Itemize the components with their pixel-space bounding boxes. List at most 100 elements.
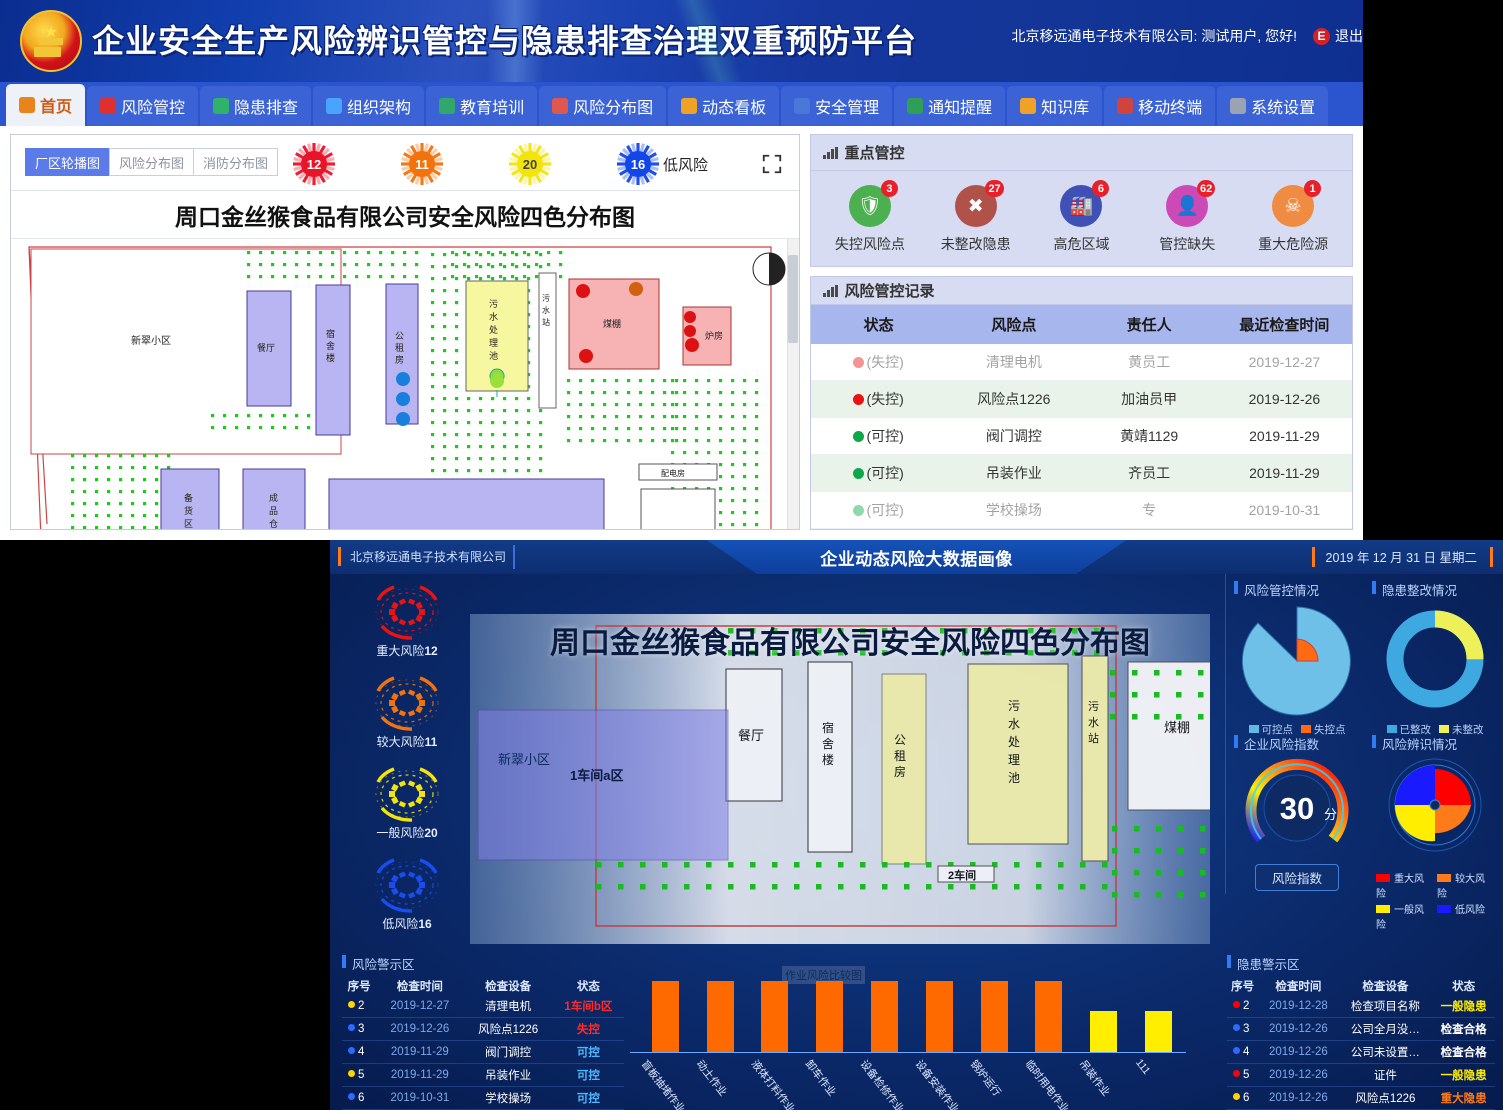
- bar-label-8: 吊装作业: [1076, 1058, 1113, 1099]
- nav-item-7[interactable]: 安全管理: [781, 86, 893, 126]
- fullscreen-icon[interactable]: [761, 153, 783, 175]
- factory-map-canvas[interactable]: 新翠小区 餐厅 宿舍楼 公租房: [11, 238, 799, 529]
- kpi-2[interactable]: 🏭 6 高危区域: [1029, 180, 1135, 254]
- table-row[interactable]: 6 2019-10-31 学校操场 可控: [342, 1086, 624, 1110]
- page-title: 企业安全生产风险辨识管控与隐患排查治理双重预防平台: [92, 23, 918, 59]
- rec-col-3: 最近检查时间: [1216, 305, 1352, 344]
- risk-ring-value: 12: [424, 644, 438, 658]
- table-row[interactable]: 2 2019-12-27 清理电机 1车间b区: [342, 995, 624, 1018]
- risk-ring-value: 20: [424, 826, 438, 840]
- risk-identification-panel-title: 风险辨识情况: [1372, 734, 1498, 753]
- logout-button[interactable]: E 退出: [1313, 26, 1363, 46]
- chart-bar[interactable]: [1035, 981, 1063, 1052]
- kpi-badge: 3: [880, 180, 898, 197]
- row-dot: [348, 1093, 355, 1100]
- table-row[interactable]: 2 2019-12-28 检查项目名称 一般隐患: [1227, 995, 1495, 1018]
- table-row[interactable]: 6 2019-12-26 风险点1226 重大隐患: [1227, 1086, 1495, 1110]
- chart-x-labels: 盲板抽堵作业 动土作业 液体打料作业 卸车作业 设备检修作业 设备安装作业 锅炉运行 临时用电…: [638, 1054, 1186, 1110]
- table-row[interactable]: 3 2019-12-26 公司全月没… 检查合格: [1227, 1017, 1495, 1041]
- chart-bar[interactable]: [1145, 1010, 1173, 1052]
- table-row[interactable]: 5 2019-12-26 证件 一般隐患: [1227, 1063, 1495, 1087]
- map-tab-1[interactable]: 风险分布图: [109, 148, 194, 176]
- nav-item-2[interactable]: 隐患排查: [200, 86, 312, 126]
- kpi-1[interactable]: ✖ 27 未整改隐患: [923, 180, 1029, 254]
- nav-item-3[interactable]: 组织架构: [313, 86, 425, 126]
- cell-time: 2019-12-26: [376, 1017, 464, 1041]
- risk-index-button[interactable]: 风险指数: [1254, 864, 1339, 891]
- nav-item-10[interactable]: 移动终端: [1104, 86, 1216, 126]
- nav-item-5[interactable]: 风险分布图: [539, 86, 667, 126]
- chart-bar[interactable]: [980, 981, 1008, 1052]
- table-row[interactable]: 4 2019-11-29 阀门调控 可控: [342, 1040, 624, 1064]
- chart-bar[interactable]: [925, 981, 953, 1052]
- cell-time: 2019-12-26: [1258, 1063, 1339, 1087]
- chart-bar[interactable]: [871, 981, 899, 1052]
- risk-dial-3[interactable]: 16 低风险: [615, 141, 708, 187]
- nav-item-4[interactable]: 教育培训: [426, 86, 538, 126]
- table-row[interactable]: (失控) 清理电机 黄员工 2019-12-27: [811, 344, 1352, 381]
- dashboard-header: 北京移远通电子技术有限公司 企业动态风险大数据画像 2019 年 12 月 31…: [330, 540, 1503, 574]
- map-tab-2[interactable]: 消防分布图: [193, 148, 279, 176]
- bar-label-1: 动土作业: [693, 1058, 729, 1099]
- nav-item-1[interactable]: 风险管控: [87, 86, 199, 126]
- cell-time: 2019-11-29: [1216, 454, 1352, 492]
- gear-icon: [1230, 98, 1247, 114]
- table-header-row: 序号 检查时间 检查设备 状态: [1227, 976, 1495, 995]
- table-row[interactable]: (失控) 风险点1226 加油员甲 2019-12-26: [811, 380, 1352, 418]
- chart-bar[interactable]: [816, 981, 844, 1052]
- nav-item-0[interactable]: 首页: [6, 84, 86, 126]
- cell-status: 1车间b区: [552, 995, 624, 1018]
- risk-ring-1[interactable]: 较大风险11: [352, 673, 462, 750]
- risk-dials: 12 11 20 16 低风险: [291, 141, 708, 187]
- risk-ring-2[interactable]: 一般风险20: [352, 764, 462, 841]
- user-area: 北京移远通电子技术有限公司: 测试用户, 您好! E 退出: [1012, 26, 1363, 46]
- chart-bar[interactable]: [651, 981, 679, 1052]
- row-dot: [1233, 1024, 1240, 1031]
- table-row[interactable]: (可控) 吊装作业 齐员工 2019-11-29: [811, 454, 1352, 492]
- risk-ring-0[interactable]: 重大风险12: [352, 582, 462, 659]
- nav-item-8[interactable]: 通知提醒: [894, 86, 1006, 126]
- dashboard-right-panels: 风险管控情况 可控点 失控点 隐患整改情况 已整改 未整改 企业风险指数: [1225, 574, 1503, 931]
- kpi-0[interactable]: 🛡 3 失控风险点: [817, 180, 923, 254]
- chart-bar[interactable]: [761, 981, 789, 1052]
- risk-dial-0[interactable]: 12: [291, 141, 337, 187]
- risk-ring-label: 一般风险20: [376, 826, 438, 840]
- risk-dial-1[interactable]: 11: [399, 141, 445, 187]
- risk-ring-3[interactable]: 低风险16: [352, 855, 462, 932]
- risk-index-value: 30: [1280, 791, 1314, 826]
- svg-text:公: 公: [395, 331, 404, 341]
- svg-text:新翠小区: 新翠小区: [498, 752, 550, 767]
- map-scrollbar[interactable]: [787, 239, 799, 529]
- kpi-4[interactable]: ☠ 1 重大危险源: [1240, 180, 1346, 254]
- cell-device: 公司全月没…: [1338, 1017, 1433, 1041]
- table-row[interactable]: 3 2019-12-26 风险点1226 失控: [342, 1017, 624, 1041]
- map-scroll-thumb[interactable]: [788, 255, 798, 343]
- risk-ring-graphic: [368, 673, 446, 735]
- dial-label: 低风险: [663, 156, 709, 174]
- table-row[interactable]: 5 2019-11-29 吊装作业 可控: [342, 1063, 624, 1087]
- kpi-3[interactable]: 👤 62 管控缺失: [1134, 180, 1240, 254]
- risk-records-panel: 风险管控记录 状态 风险点 责任人 最近检查时间 (失控) 清理电机 黄员工 2019-12…: [810, 276, 1353, 530]
- row-dot: [1233, 1047, 1240, 1054]
- table-row[interactable]: 4 2019-12-26 公司未设置… 检查合格: [1227, 1040, 1495, 1064]
- grid-map-icon: [552, 98, 569, 114]
- cell-no: 2: [1227, 995, 1259, 1018]
- status-dot: [853, 357, 865, 368]
- svg-text:处: 处: [489, 324, 498, 335]
- svg-text:舍: 舍: [822, 736, 834, 751]
- kpi-label: 高危区域: [1053, 236, 1110, 252]
- dashboard-map-title: 周口金丝猴食品有限公司安全风险四色分布图: [550, 627, 1150, 660]
- risk-dial-2[interactable]: 20: [507, 141, 553, 187]
- cell-status: (可控): [811, 454, 947, 492]
- risk-identification-rose-chart: [1388, 758, 1482, 852]
- cell-point: 学校操场: [946, 491, 1082, 529]
- nav-item-9[interactable]: 知识库: [1007, 86, 1103, 126]
- cell-device: 学校操场: [463, 1086, 553, 1110]
- nav-item-11[interactable]: 系统设置: [1217, 86, 1329, 126]
- nav-item-6[interactable]: 动态看板: [668, 86, 780, 126]
- table-row[interactable]: (可控) 学校操场专 2019-10-31: [811, 491, 1352, 529]
- map-tab-0[interactable]: 厂区轮播图: [25, 148, 110, 176]
- chart-bar[interactable]: [706, 981, 734, 1052]
- chart-bar[interactable]: [1090, 1010, 1118, 1052]
- table-row[interactable]: (可控) 阀门调控 黄靖1129 2019-11-29: [811, 417, 1352, 455]
